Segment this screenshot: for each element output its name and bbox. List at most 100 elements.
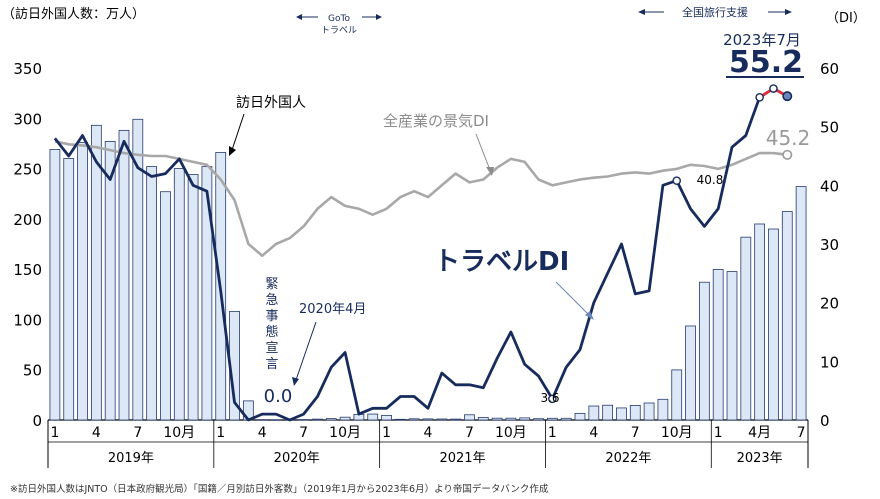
visitor-bar (90, 124, 102, 421)
visitor-bar (505, 417, 517, 421)
visitor-bar (408, 418, 420, 421)
visitor-bar (464, 414, 475, 421)
visitor-bar (629, 405, 641, 421)
x-tick-label: 7 (465, 425, 474, 441)
visitor-bar (77, 142, 88, 421)
visitor-bar (298, 419, 310, 421)
value-40-8-label: 40.8 (697, 173, 724, 187)
visitor-bar (146, 166, 158, 421)
visitor-bar (740, 236, 752, 421)
tick-labels: 2019年 2020年 2021年 2022年 2023年050100150200250… (2, 6, 866, 466)
left-tick-label: 200 (13, 211, 42, 229)
x-tick-label: 1 (382, 425, 391, 441)
footnote: ※訪日外国人数はJNTO（日本政府観光局）「国籍／月別訪日外客数」（2019年1… (10, 483, 549, 495)
apr2020-label: 2020年4月 (299, 302, 366, 317)
x-tick-label: 4 (424, 425, 433, 441)
right-tick-label: 60 (820, 60, 839, 78)
all-industry-label: 全産業の景気DI (383, 112, 489, 130)
right-tick-label: 50 (820, 119, 839, 137)
visitor-bar (394, 418, 406, 421)
year-label: 2019年 (108, 451, 154, 466)
x-tick-label: 4 (92, 425, 101, 441)
all-industry-last-marker (782, 149, 793, 160)
year-label: 2023年 (737, 451, 783, 466)
goto-arrow-right-head (376, 14, 382, 20)
visitor-bar (685, 325, 696, 421)
apr2020-arrow-head (292, 377, 299, 386)
travel-di-arrow-head (585, 311, 594, 320)
travel-di-arrow (555, 281, 591, 317)
left-tick-label: 350 (13, 60, 42, 78)
emergency-label-char: 急 (265, 293, 278, 308)
visitor-bar (132, 118, 144, 421)
visitor-bar (768, 228, 779, 421)
travel-di-last-marker (782, 91, 793, 102)
goto-label-2: トラベル (321, 25, 357, 36)
visitor-bar (560, 417, 572, 421)
support-arrow-right-head (785, 9, 792, 15)
left-unit-label: （訪日外国人数：万人） (2, 6, 145, 22)
visitor-bar (49, 149, 61, 421)
visitor-bar (173, 168, 185, 421)
zero-value-label: 0.0 (264, 386, 293, 407)
visitor-bar (256, 419, 268, 421)
visitor-bar (519, 417, 531, 421)
visitor-bar (643, 402, 655, 421)
visitor-bar (339, 416, 351, 421)
visitor-bar (118, 129, 130, 421)
visitor-bar (104, 141, 116, 421)
visitor-bar (312, 418, 323, 421)
x-tick-label: 4 (258, 425, 267, 441)
emergency-label-char: 事 (265, 309, 278, 324)
emergency-label-char: 宣 (265, 340, 278, 356)
right-unit-label: （DI） (826, 11, 866, 26)
x-tick-label: 1 (216, 425, 225, 441)
visitor-bar (422, 418, 434, 421)
visitor-bar (781, 211, 793, 421)
right-tick-label: 20 (820, 295, 839, 313)
x-tick-label: 7 (299, 425, 308, 441)
value-45-2-label: 45.2 (766, 126, 811, 150)
all-industry-di-line (54, 140, 788, 257)
visitor-bar (754, 223, 766, 421)
left-tick-label: 50 (23, 362, 42, 380)
visitor-bar (160, 191, 171, 421)
x-tick-label: 7 (631, 425, 640, 441)
year-label: 2021年 (439, 451, 485, 466)
visitor-bar (325, 418, 337, 421)
di-lines (53, 84, 793, 422)
x-tick-label: 10月 (661, 425, 693, 441)
visitor-bar (657, 398, 669, 421)
right-tick-label: 30 (820, 236, 839, 254)
value-55-2-label: 55.2 (729, 45, 803, 80)
visitor-bar (381, 414, 392, 421)
x-tick-label: 4月 (748, 425, 771, 441)
visitor-bar (602, 404, 614, 421)
visitor-bar (574, 412, 586, 421)
visitor-bar (726, 271, 738, 421)
visitor-bar (616, 407, 627, 421)
travel-di-marker (672, 176, 682, 185)
visitors-label: 訪日外国人 (236, 95, 306, 111)
travel-di-marker (769, 84, 778, 93)
left-tick-label: 300 (13, 110, 42, 128)
left-tick-label: 250 (13, 161, 42, 179)
visitor-bars (49, 118, 807, 421)
visitor-bar (63, 158, 75, 421)
visitor-bar (436, 418, 448, 421)
goto-arrow-left-head (296, 14, 302, 20)
visitor-bar (712, 269, 724, 421)
left-tick-label: 150 (13, 261, 42, 279)
apr2020-arrow (295, 321, 317, 381)
visitors-arrow (231, 113, 245, 151)
right-tick-label: 10 (820, 353, 839, 371)
emergency-label-char: 言 (265, 357, 278, 372)
travel-di-marker (548, 394, 557, 404)
all-industry-arrow-head (486, 167, 494, 176)
value-3-6-label: 3.6 (540, 391, 559, 405)
left-tick-label: 0 (32, 412, 42, 430)
travel-di-marker (755, 93, 764, 102)
all-industry-arrow (475, 133, 491, 171)
